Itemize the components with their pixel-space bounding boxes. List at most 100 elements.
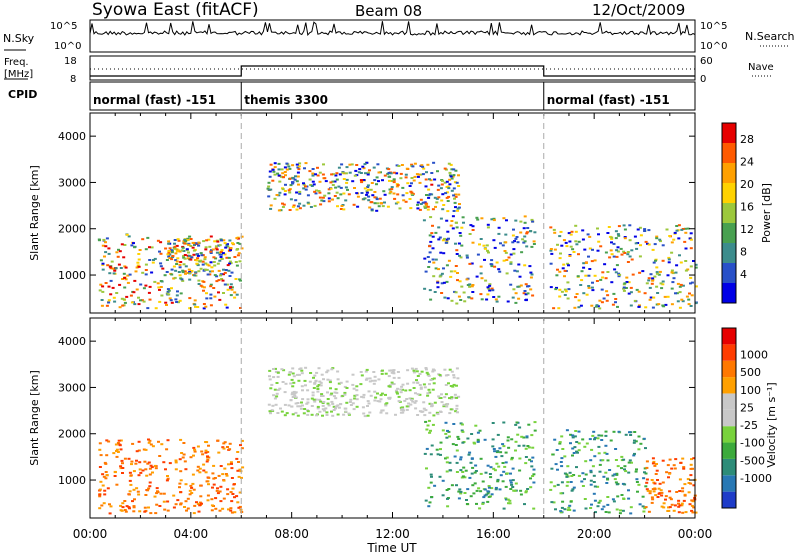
echo-cell xyxy=(445,180,449,183)
echo-cell xyxy=(509,253,513,256)
echo-cell xyxy=(281,381,285,383)
echo-cell xyxy=(351,373,355,376)
echo-cell xyxy=(337,166,341,169)
echo-cell xyxy=(632,441,636,444)
echo-cell xyxy=(590,304,594,307)
echo-cell xyxy=(587,274,591,277)
echo-cell xyxy=(310,185,314,187)
echo-cell xyxy=(465,256,469,259)
echo-cell xyxy=(648,298,652,301)
echo-cell xyxy=(471,484,475,487)
echo-cell xyxy=(432,275,436,278)
echo-cell xyxy=(326,378,330,381)
echo-cell xyxy=(298,207,302,210)
echo-cell xyxy=(500,455,504,458)
echo-cell xyxy=(165,271,169,273)
echo-cell xyxy=(128,507,131,510)
echo-cell xyxy=(424,185,428,188)
echo-cell xyxy=(119,509,123,512)
echo-cell xyxy=(193,450,197,453)
echo-cell xyxy=(226,446,229,448)
echo-cell xyxy=(148,481,152,484)
echo-cell xyxy=(355,398,359,401)
echo-cell xyxy=(665,471,669,474)
echo-cell xyxy=(615,255,619,258)
echo-cell xyxy=(459,422,463,425)
echo-cell xyxy=(569,500,573,503)
echo-cell xyxy=(655,237,659,240)
echo-cell xyxy=(530,218,534,221)
echo-cell xyxy=(617,225,621,228)
echo-cell xyxy=(574,230,578,233)
echo-cell xyxy=(293,178,297,181)
echo-cell xyxy=(441,429,445,432)
echo-cell xyxy=(347,193,351,196)
echo-cell xyxy=(276,172,280,175)
echo-cell xyxy=(629,286,633,289)
echo-cell xyxy=(424,270,428,273)
echo-cell xyxy=(398,207,402,210)
echo-cell xyxy=(170,251,174,254)
echo-cell xyxy=(442,403,446,406)
echo-cell xyxy=(236,469,240,472)
nsky-label: N.Sky xyxy=(3,32,35,45)
echo-cell xyxy=(490,287,494,290)
echo-cell xyxy=(605,482,609,484)
echo-cell xyxy=(172,265,176,268)
echo-cell xyxy=(204,471,208,474)
echo-cell xyxy=(635,481,639,483)
echo-cell xyxy=(474,424,478,427)
echo-cell xyxy=(644,506,648,509)
echo-cell xyxy=(230,271,234,274)
echo-cell xyxy=(501,480,505,483)
echo-cell xyxy=(657,303,661,306)
freq-line xyxy=(90,65,695,77)
echo-cell xyxy=(574,240,578,243)
echo-cell xyxy=(418,208,422,211)
echo-cell xyxy=(318,180,322,183)
echo-cell xyxy=(628,224,632,227)
echo-cell xyxy=(300,372,304,375)
echo-cell xyxy=(636,228,640,231)
echo-cell xyxy=(606,459,610,462)
echo-cell xyxy=(429,379,433,381)
echo-cell xyxy=(426,392,430,395)
echo-cell xyxy=(312,387,316,389)
echo-cell xyxy=(651,462,655,465)
echo-cell xyxy=(284,174,287,177)
echo-cell xyxy=(237,475,241,478)
echo-cell xyxy=(146,236,150,239)
echo-cell xyxy=(692,260,695,262)
echo-cell xyxy=(604,471,608,474)
echo-cell xyxy=(459,256,463,259)
echo-cell xyxy=(399,388,403,391)
echo-cell xyxy=(416,381,420,384)
echo-cell xyxy=(495,261,499,264)
echo-cell xyxy=(214,257,218,260)
echo-cell xyxy=(158,250,161,253)
echo-cell xyxy=(173,239,177,241)
echo-cell xyxy=(119,267,123,269)
echo-cell xyxy=(447,187,451,190)
echo-cell xyxy=(132,510,136,513)
echo-cell xyxy=(125,295,129,298)
echo-cell xyxy=(173,276,177,279)
echo-cell xyxy=(128,490,132,493)
echo-cell xyxy=(291,182,295,185)
echo-cell xyxy=(216,487,219,490)
echo-cell xyxy=(151,471,154,474)
echo-cell xyxy=(366,186,370,188)
echo-cell xyxy=(645,282,649,285)
echo-cell xyxy=(454,444,458,446)
echo-cell xyxy=(525,231,529,234)
echo-cell xyxy=(204,449,208,452)
echo-cell xyxy=(484,279,488,282)
echo-cell xyxy=(144,284,148,287)
echo-cell xyxy=(297,373,301,376)
echo-cell xyxy=(170,258,174,261)
echo-cell xyxy=(571,434,575,437)
colorbar-step xyxy=(722,203,736,223)
echo-cell xyxy=(589,483,593,486)
echo-cell xyxy=(234,261,238,263)
